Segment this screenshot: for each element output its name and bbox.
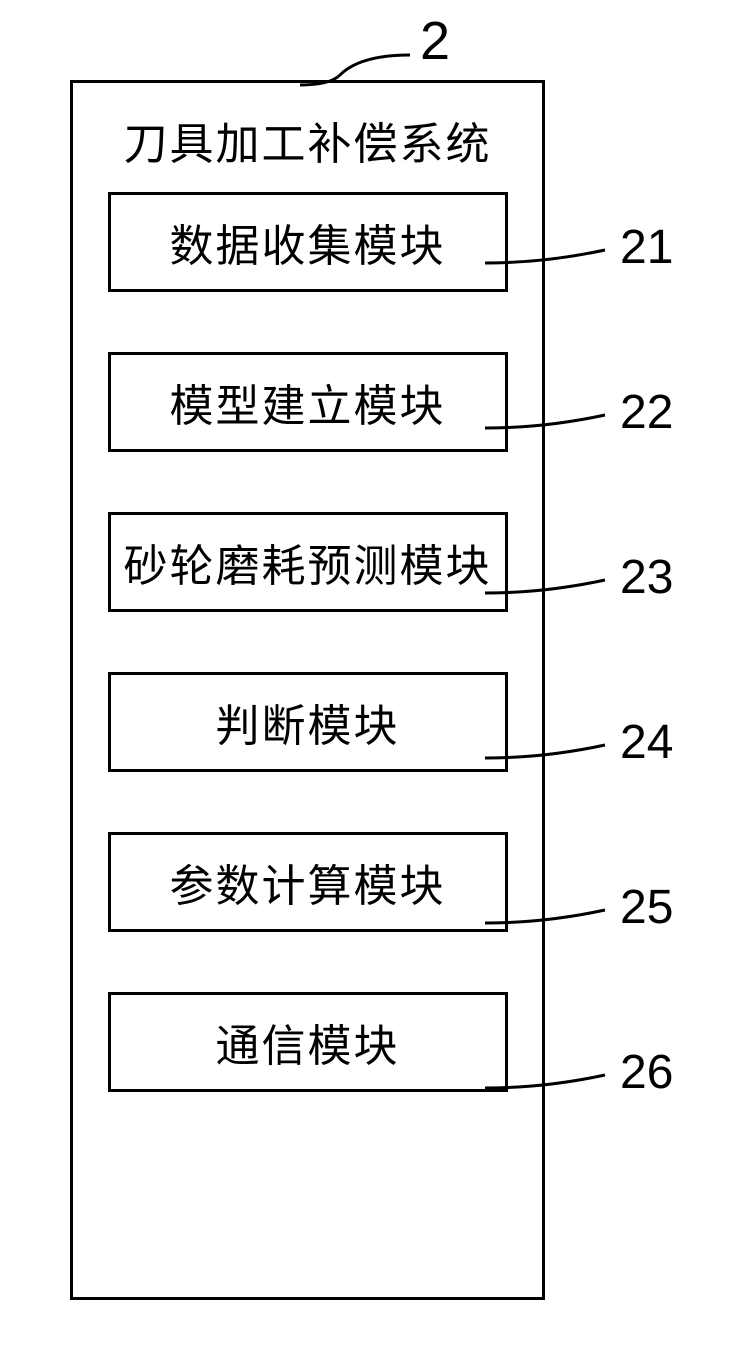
leader-line-25 — [485, 905, 615, 935]
leader-line-26 — [485, 1070, 615, 1100]
module-model-build: 模型建立模块 — [108, 352, 508, 452]
system-container: 刀具加工补偿系统 数据收集模块 模型建立模块 砂轮磨耗预测模块 判断模块 参数计… — [70, 80, 545, 1300]
leader-line-24 — [485, 740, 615, 770]
module-label: 通信模块 — [216, 1010, 400, 1074]
module-number-22: 22 — [620, 385, 673, 440]
module-param-calc: 参数计算模块 — [108, 832, 508, 932]
module-number-23: 23 — [620, 550, 673, 605]
module-label: 模型建立模块 — [170, 370, 446, 434]
leader-line-23 — [485, 575, 615, 605]
module-number-26: 26 — [620, 1045, 673, 1100]
leader-line-22 — [485, 410, 615, 440]
module-number-21: 21 — [620, 220, 673, 275]
module-data-collection: 数据收集模块 — [108, 192, 508, 292]
module-label: 数据收集模块 — [170, 210, 446, 274]
module-label: 判断模块 — [216, 690, 400, 754]
system-title: 刀具加工补偿系统 — [73, 83, 542, 192]
module-judgment: 判断模块 — [108, 672, 508, 772]
module-number-24: 24 — [620, 715, 673, 770]
module-label: 砂轮磨耗预测模块 — [124, 530, 492, 594]
module-label: 参数计算模块 — [170, 850, 446, 914]
module-wear-prediction: 砂轮磨耗预测模块 — [108, 512, 508, 612]
module-communication: 通信模块 — [108, 992, 508, 1092]
main-number-label: 2 — [420, 10, 450, 72]
module-number-25: 25 — [620, 880, 673, 935]
leader-line-21 — [485, 245, 615, 275]
